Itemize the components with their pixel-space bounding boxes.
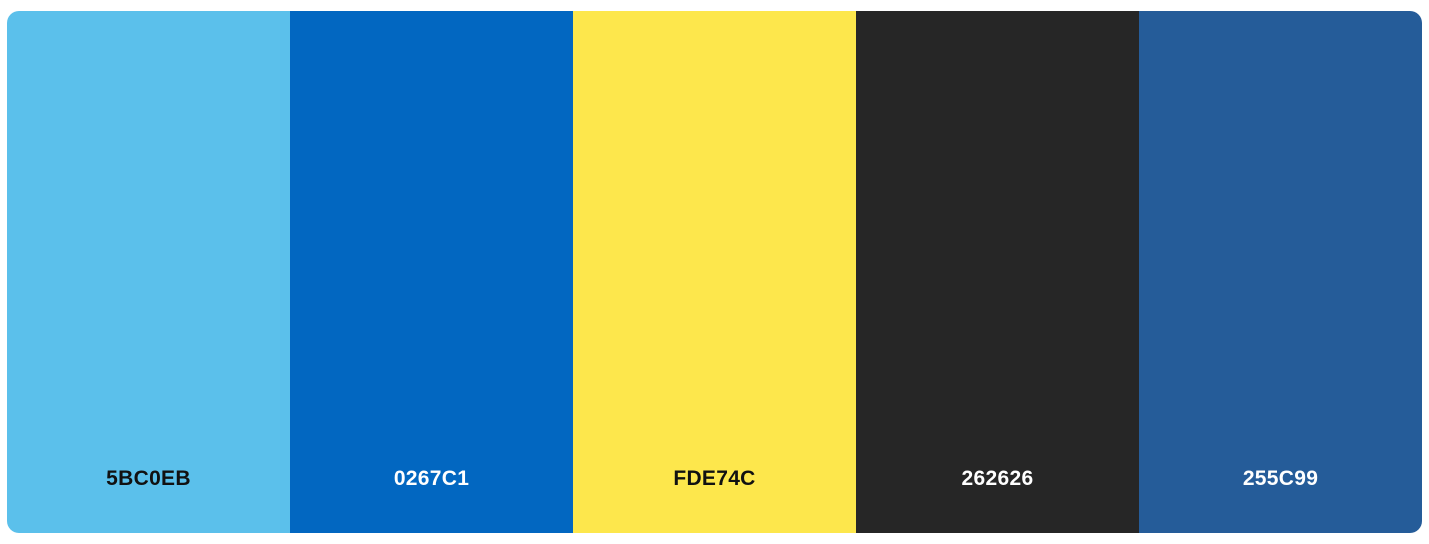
swatch-hex-label: 262626 — [961, 467, 1034, 490]
swatch-hex-label: FDE74C — [673, 467, 756, 490]
swatch-2[interactable]: 0267C1 — [290, 11, 573, 533]
swatch-hex-label: 5BC0EB — [106, 467, 191, 490]
swatch-hex-label: 255C99 — [1242, 467, 1319, 490]
swatch-4[interactable]: 262626 — [856, 11, 1139, 533]
swatch-hex-label: 0267C1 — [393, 467, 470, 490]
swatch-1[interactable]: 5BC0EB — [7, 11, 290, 533]
color-palette: 5BC0EB 0267C1 FDE74C 262626 255C99 — [7, 11, 1422, 533]
swatch-5[interactable]: 255C99 — [1139, 11, 1422, 533]
swatch-3[interactable]: FDE74C — [573, 11, 856, 533]
